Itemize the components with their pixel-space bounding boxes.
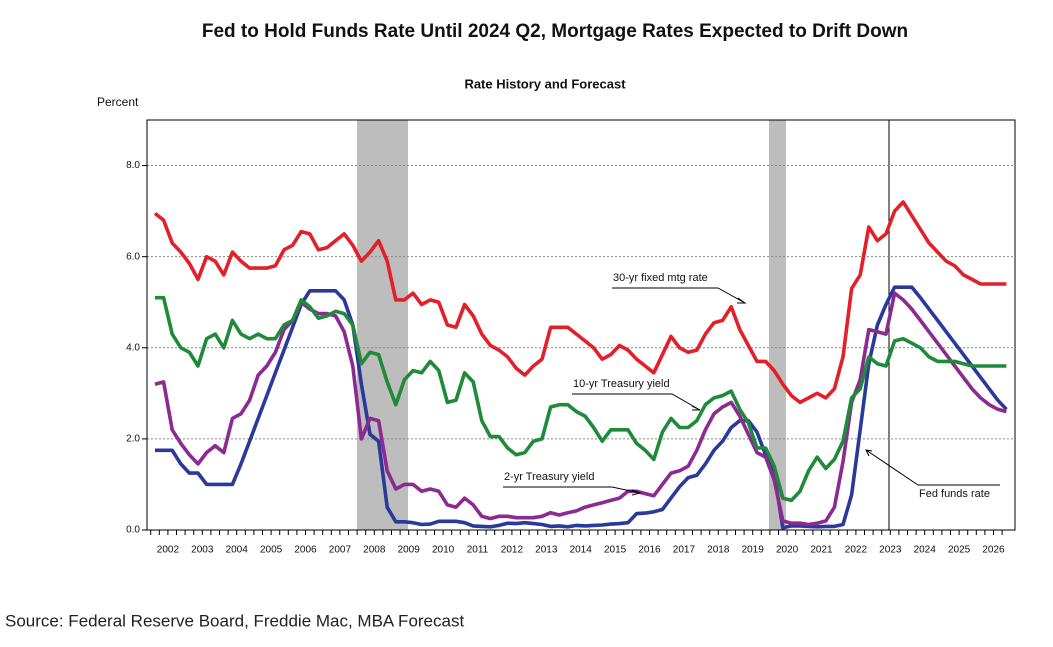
x-tick-label: 2017 (673, 545, 696, 556)
arrow (503, 486, 642, 496)
x-tick-label: 2026 (982, 545, 1005, 556)
y-tick-label: 0.0 (126, 525, 140, 536)
x-tick-label: 2007 (329, 545, 352, 556)
x-tick-label: 2014 (570, 545, 593, 556)
x-tick-label: 2010 (432, 545, 455, 556)
x-tick-label: 2025 (948, 545, 971, 556)
x-tick-label: 2003 (191, 545, 214, 556)
series-line (155, 285, 1008, 530)
y-tick-label: 8.0 (126, 160, 140, 171)
series-label: 2-yr Treasury yield (504, 471, 594, 483)
x-tick-label: 2022 (845, 545, 868, 556)
x-tick-label: 2015 (604, 545, 627, 556)
series-label: 30-yr fixed mtg rate (613, 272, 708, 284)
x-tick-label: 2024 (914, 545, 937, 556)
series-line (155, 295, 1007, 503)
x-tick-label: 2020 (776, 545, 799, 556)
x-tick-label: 2012 (501, 545, 524, 556)
chart-subtitle: Rate History and Forecast (464, 76, 626, 91)
grid (142, 165, 1015, 535)
y-tick-label: 6.0 (126, 251, 140, 262)
series-line (153, 200, 1007, 405)
x-tick-label: 2005 (260, 545, 283, 556)
x-tick-label: 2004 (226, 545, 249, 556)
x-tick-label: 2009 (398, 545, 421, 556)
series-label: 10-yr Treasury yield (573, 378, 670, 390)
x-tick-label: 2008 (363, 545, 386, 556)
x-tick-label: 2018 (707, 545, 730, 556)
x-tick-label: 2002 (157, 545, 180, 556)
series-label: Fed funds rate (919, 488, 990, 500)
x-tick-label: 2013 (535, 545, 558, 556)
plot-frame (146, 119, 1016, 531)
lines (153, 200, 1008, 530)
x-tick-label: 2011 (467, 545, 489, 556)
annotation-arrows (503, 287, 1000, 496)
recession-shade (769, 120, 786, 530)
arrow (865, 449, 1000, 486)
y-tick-label: 4.0 (126, 342, 140, 353)
y-axis-label: Percent (97, 95, 139, 109)
arrow (612, 287, 747, 304)
x-tick-label: 2016 (638, 545, 661, 556)
chart-title: Fed to Hold Funds Rate Until 2024 Q2, Mo… (202, 21, 908, 42)
arrow (572, 393, 701, 411)
x-tick-label: 2023 (879, 545, 902, 556)
source-note: Source: Federal Reserve Board, Freddie M… (5, 611, 464, 630)
x-tick-label: 2019 (742, 545, 765, 556)
x-tick-label: 2006 (294, 545, 317, 556)
y-tick-label: 2.0 (126, 434, 140, 445)
x-tick-label: 2021 (810, 545, 833, 556)
